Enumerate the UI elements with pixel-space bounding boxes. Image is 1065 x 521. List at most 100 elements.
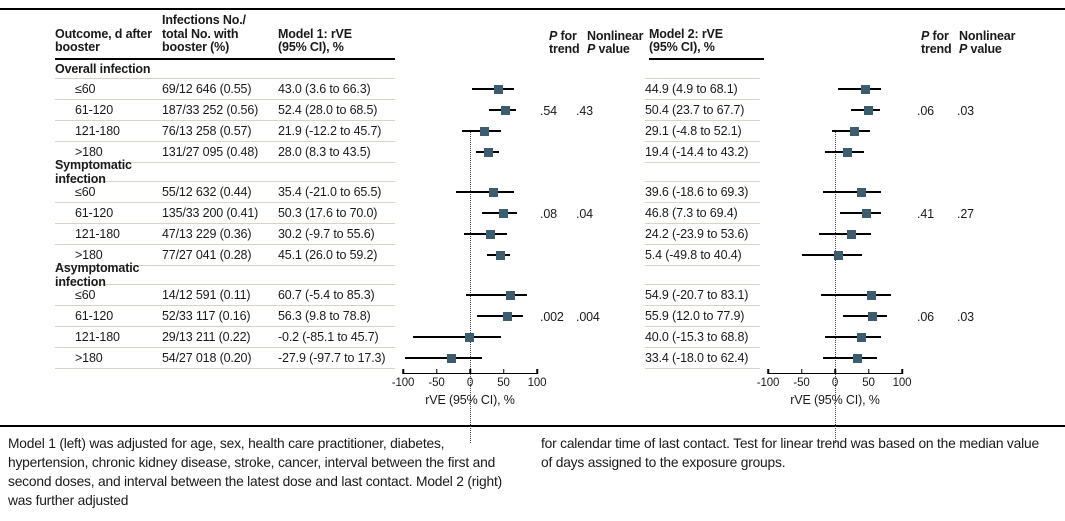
nonlinear-p-model2-value: .03 — [957, 310, 974, 324]
forest-marker-model1 — [395, 285, 545, 306]
outcome-cell: ≤60 — [75, 81, 96, 96]
forest-marker-model1 — [395, 348, 545, 369]
model1-ci-cell: 56.3 (9.8 to 78.8) — [278, 308, 371, 323]
p-trend-model2-value: .41 — [917, 207, 934, 221]
table-row: >180 77/27 041 (0.28) 45.1 (26.0 to 59.2… — [0, 245, 1065, 266]
header-p-for-trend-model1: P for trend — [549, 28, 580, 56]
forest-marker-model1 — [395, 121, 545, 142]
nonlinear-p-model1-value: .04 — [576, 207, 593, 221]
infections-cell: 131/27 095 (0.48) — [162, 144, 259, 159]
outcome-cell: >180 — [75, 350, 103, 365]
tick-label: 0 — [466, 376, 474, 389]
forest-marker-model2 — [760, 348, 910, 369]
forest-marker-model2 — [760, 142, 910, 163]
left-header-group: Outcome, d after booster Infections No./… — [55, 13, 395, 60]
outcome-cell: 61-120 — [75, 102, 114, 117]
axis-title-model1: rVE (95% CI), % — [425, 392, 515, 407]
figure-footnote: Model 1 (left) was adjusted for age, sex… — [0, 427, 1065, 510]
nonlinear-p-model1-value: .004 — [576, 310, 600, 324]
forest-marker-model1 — [395, 79, 545, 100]
outcome-cell: >180 — [75, 144, 103, 159]
infections-cell: 29/13 211 (0.22) — [162, 329, 251, 344]
nonlinear-p-model2-value: .03 — [957, 104, 974, 118]
p-trend-model2-value: .06 — [917, 310, 934, 324]
model2-ci-cell: 54.9 (-20.7 to 83.1) — [645, 285, 760, 306]
outcome-cell: 121-180 — [75, 329, 120, 344]
infections-cell: 187/33 252 (0.56) — [162, 102, 259, 117]
model2-ci-cell: 39.6 (-18.6 to 69.3) — [645, 182, 760, 203]
header-nonlinear-p-model1: Nonlinear P value — [587, 28, 644, 56]
p-trend-model1-value: .002 — [540, 310, 564, 324]
tick-label: 0 — [831, 376, 839, 389]
table-header-row: Outcome, d after booster Infections No./… — [0, 13, 1065, 60]
forest-marker-model2 — [760, 203, 910, 224]
section-overall-infection: Overall infection ≤60 69/12 646 (0.55) 4… — [0, 60, 1065, 163]
forest-marker-model2 — [760, 224, 910, 245]
forest-marker-model1 — [395, 203, 545, 224]
model2-ci-cell: 55.9 (12.0 to 77.9) — [645, 306, 760, 327]
forest-marker-model1 — [395, 245, 545, 266]
section-row: Asymptomatic infection — [0, 260, 1065, 289]
forest-marker-model2 — [760, 100, 910, 121]
model2-ci-cell: 50.4 (23.7 to 67.7) — [645, 100, 760, 121]
tick-label: 50 — [862, 376, 875, 389]
table-row: >180 54/27 018 (0.20) -27.9 (-97.7 to 17… — [0, 348, 1065, 369]
infections-cell: 55/12 632 (0.44) — [162, 184, 252, 199]
forest-marker-model1 — [395, 182, 545, 203]
model2-ci-cell: 5.4 (-49.8 to 40.4) — [645, 245, 760, 266]
section-label: Asymptomatic infection — [55, 260, 140, 289]
model2-ci-cell: 24.2 (-23.9 to 53.6) — [645, 224, 760, 245]
model2-ci-cell: 44.9 (4.9 to 68.1) — [645, 79, 760, 100]
table-row: 61-120 52/33 117 (0.16) 56.3 (9.8 to 78.… — [0, 306, 1065, 327]
header-p-for-trend-model2: P for trend — [921, 28, 952, 56]
forest-marker-model1 — [395, 306, 545, 327]
model1-ci-cell: 60.7 (-5.4 to 85.3) — [278, 287, 375, 302]
outcome-cell: 61-120 — [75, 308, 114, 323]
infections-cell: 77/27 041 (0.28) — [162, 247, 252, 262]
model1-ci-cell: 28.0 (8.3 to 43.5) — [278, 144, 371, 159]
model2-ci-cell: 19.4 (-14.4 to 43.2) — [645, 142, 760, 163]
tick-label: -50 — [793, 376, 810, 389]
tick-label: 50 — [497, 376, 510, 389]
header-infections: Infections No./ total No. with booster (… — [162, 13, 246, 54]
outcome-cell: ≤60 — [75, 184, 96, 199]
axis-row: -100 -50 0 50 100 rVE (95% CI), % -100 -… — [0, 368, 1065, 415]
model1-ci-cell: -0.2 (-85.1 to 45.7) — [278, 329, 379, 344]
nonlinear-p-model2-value: .27 — [957, 207, 974, 221]
section-label: Overall infection — [55, 61, 151, 76]
model1-ci-cell: -27.9 (-97.7 to 17.3) — [278, 350, 386, 365]
model2-ci-cell: 40.0 (-15.3 to 68.8) — [645, 327, 760, 348]
axis-title-model2: rVE (95% CI), % — [790, 392, 880, 407]
table-row: ≤60 55/12 632 (0.44) 35.4 (-21.0 to 65.5… — [0, 182, 1065, 203]
infections-cell: 47/13 229 (0.36) — [162, 226, 252, 241]
forest-marker-model2 — [760, 306, 910, 327]
table-row: 121-180 47/13 229 (0.36) 30.2 (-9.7 to 5… — [0, 224, 1065, 245]
header-nonlinear-p-model2: Nonlinear P value — [959, 28, 1016, 56]
model2-ci-cell: 33.4 (-18.0 to 62.4) — [645, 348, 760, 369]
tick-label: 100 — [527, 376, 547, 389]
x-axis-model2: -100 -50 0 50 100 rVE (95% CI), % — [757, 368, 912, 415]
middle-rule — [0, 424, 1065, 427]
outcome-cell: 61-120 — [75, 205, 114, 220]
p-trend-model1-value: .54 — [540, 104, 557, 118]
table-row: >180 131/27 095 (0.48) 28.0 (8.3 to 43.5… — [0, 142, 1065, 163]
p-trend-model2-value: .06 — [917, 104, 934, 118]
model1-ci-cell: 45.1 (26.0 to 59.2) — [278, 247, 378, 262]
forest-marker-model1 — [395, 327, 545, 348]
tick-label: -50 — [428, 376, 445, 389]
forest-marker-model2 — [760, 245, 910, 266]
table-row: 121-180 29/13 211 (0.22) -0.2 (-85.1 to … — [0, 327, 1065, 348]
model2-ci-cell: 29.1 (-4.8 to 52.1) — [645, 121, 760, 142]
p-trend-model1-value: .08 — [540, 207, 557, 221]
tick-label: -100 — [391, 376, 415, 389]
section-row: Overall infection — [0, 60, 1065, 79]
header-model1: Model 1: rVE (95% CI), % — [278, 26, 352, 54]
infections-cell: 52/33 117 (0.16) — [162, 308, 251, 323]
forest-marker-model2 — [760, 182, 910, 203]
header-model2: Model 2: rVE (95% CI), % — [649, 27, 764, 60]
tick-label: -100 — [756, 376, 780, 389]
infections-cell: 76/13 258 (0.57) — [162, 123, 252, 138]
outcome-cell: ≤60 — [75, 287, 96, 302]
infections-cell: 54/27 018 (0.20) — [162, 350, 252, 365]
